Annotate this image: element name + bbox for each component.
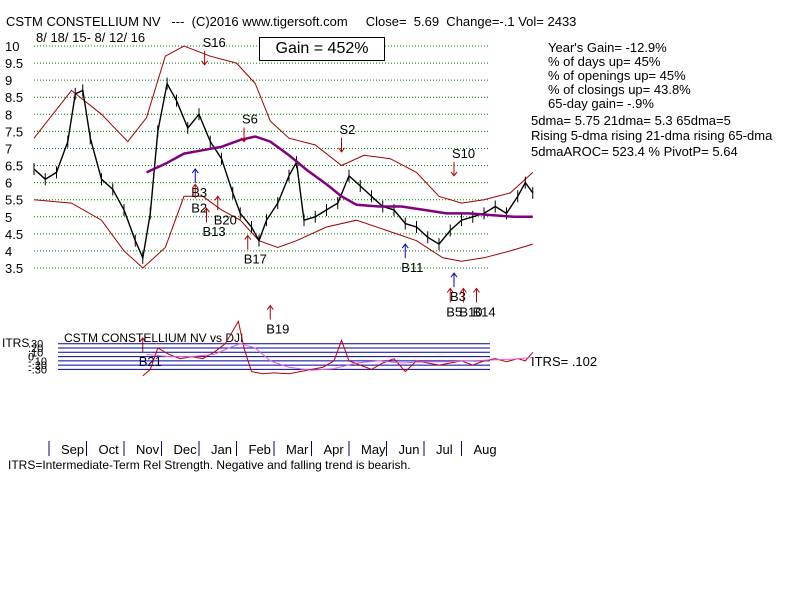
signal-label: B10 — [459, 304, 482, 319]
month-label: Oct — [99, 442, 120, 457]
buy-arrow-head — [473, 287, 480, 293]
price-tick-label: 5 — [5, 210, 12, 225]
buy-arrow-head — [139, 337, 147, 343]
sell-arrow-head — [201, 60, 209, 66]
price-tick-label: 4.5 — [5, 227, 23, 242]
itrs-tick-label: .10 — [28, 347, 43, 359]
price-tick-label: 7 — [5, 141, 12, 156]
itrs-axis-label: ITRS — [2, 336, 29, 350]
month-label: Sep — [61, 442, 84, 457]
month-label: May — [361, 442, 386, 457]
sell-arrow-head — [240, 137, 248, 143]
month-label: Feb — [249, 442, 271, 457]
month-label: Nov — [136, 442, 160, 457]
buy-arrow-head — [401, 243, 409, 249]
signal-label: S6 — [242, 112, 258, 127]
price-tick-label: 7.5 — [5, 124, 23, 139]
stat-65-day-gain: 65-day gain= -.9% — [548, 96, 654, 111]
chart-header: CSTM CONSTELLIUM NV --- (C)2016 www.tige… — [6, 14, 577, 29]
signal-label: B11 — [401, 260, 423, 275]
itrs-tick-label: 0 — [28, 352, 34, 364]
signal-label: B19 — [266, 322, 289, 337]
itrs-tick-label: -.20 — [28, 360, 47, 372]
price-tick-label: 9.5 — [5, 56, 23, 71]
signal-label: B5 — [446, 304, 462, 319]
buy-arrow-head — [446, 287, 454, 293]
signal-label: S16 — [203, 35, 226, 50]
price-tick-label: 9 — [5, 73, 12, 88]
itrs-tick-label: .20 — [28, 343, 43, 355]
month-label: Jul — [436, 442, 453, 457]
stat-dma: 5dma= 5.75 21dma= 5.3 65dma=5 — [531, 113, 731, 128]
itrs-tick-label: -.10 — [28, 356, 47, 368]
price-tick-label: 3.5 — [5, 261, 23, 276]
signal-label: B3 — [450, 289, 466, 304]
sell-arrow-head — [338, 147, 345, 153]
stat-openings-up: % of openings up= 45% — [548, 68, 686, 83]
buy-arrow-head — [214, 195, 222, 201]
signal-label: S2 — [340, 122, 356, 137]
month-label: Dec — [174, 442, 198, 457]
upper-band-line — [33, 45, 534, 204]
buy-arrow-head — [203, 207, 210, 213]
signal-label: B2 — [191, 200, 207, 215]
sell-arrow-head — [450, 171, 458, 177]
signal-label: B13 — [203, 224, 226, 239]
price-tick-label: 10 — [5, 39, 19, 54]
month-label: Mar — [286, 442, 309, 457]
footer-note: ITRS=Intermediate-Term Rel Strength. Neg… — [8, 458, 411, 472]
gain-box: Gain = 452% — [259, 37, 385, 61]
buy-arrow-head — [244, 234, 252, 240]
itrs-ma-line — [146, 343, 533, 371]
signal-label: B17 — [244, 252, 267, 267]
itrs-line — [142, 320, 534, 377]
buy-arrow-head — [191, 168, 199, 174]
stat-aroc: 5dmaAROC= 523.4 % PivotP= 5.64 — [531, 144, 738, 159]
signal-label: S10 — [452, 146, 475, 161]
price-tick-label: 6.5 — [5, 159, 23, 174]
price-tick-label: 8 — [5, 107, 12, 122]
itrs-tick-label: -.30 — [28, 364, 47, 376]
price-line — [33, 81, 534, 261]
buy-arrow-head — [459, 287, 467, 293]
month-label: Jun — [399, 442, 420, 457]
month-label: Jan — [211, 442, 232, 457]
price-tick-label: 8.5 — [5, 90, 23, 105]
buy-arrow-head — [266, 304, 274, 310]
signal-label: B20 — [214, 212, 237, 227]
price-tick-label: 4 — [5, 244, 12, 259]
price-tick-label: 5.5 — [5, 193, 23, 208]
buy-arrow-head — [191, 183, 199, 189]
itrs-tick-label: .30 — [28, 339, 43, 351]
stat-rising: Rising 5-dma rising 21-dma rising 65-dma — [531, 128, 773, 143]
lower-band-line — [33, 195, 533, 269]
stat-closings-up: % of closings up= 43.8% — [548, 82, 691, 97]
month-label: Apr — [324, 442, 345, 457]
itrs-value: ITRS= .102 — [531, 354, 598, 369]
buy-arrow-head — [450, 272, 458, 278]
itrs-title: CSTM CONSTELLIUM NV vs DJI — [64, 331, 243, 345]
stat-days-up: % of days up= 45% — [548, 54, 661, 69]
ma65-line — [145, 135, 533, 219]
price-tick-label: 6 — [5, 176, 12, 191]
date-range: 8/ 18/ 15- 8/ 12/ 16 — [36, 30, 146, 45]
month-label: Aug — [474, 442, 497, 457]
stat-years-gain: Year's Gain= -12.9% — [548, 40, 667, 55]
signal-label: B14 — [473, 304, 496, 319]
